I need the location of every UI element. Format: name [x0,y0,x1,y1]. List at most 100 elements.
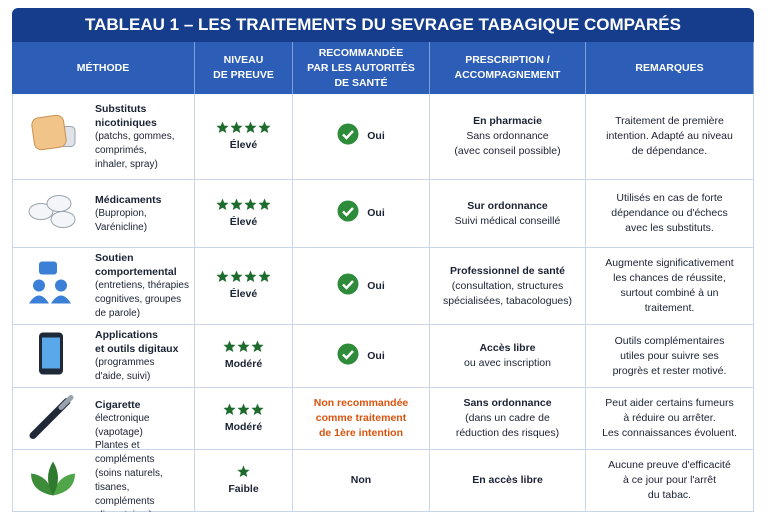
method-icon [27,455,81,506]
method-text: (Bupropion, [95,207,147,219]
star [230,198,243,210]
method-text: Soutien [95,252,134,264]
prescription-cell: En accès libre [430,450,586,512]
prescription-cell: En pharmacie Sans ordonnance (avec conseil… [430,94,586,180]
method-text: Cigarette [95,398,141,411]
star [244,270,257,282]
remarks-line: avec les substituts. [625,222,714,234]
stars [216,270,271,283]
header-cell: REMARQUES [586,42,754,94]
remarks-line: Utilisés en cas de forte [616,192,723,204]
table-title: TABLEAU 1 – LES TRAITEMENTS DU SEVRAGE T… [12,8,754,42]
method-text: (programmes [95,357,155,368]
star [237,340,250,352]
star [230,270,243,282]
recommended-cell: Oui [293,248,430,325]
prescription-cell: Accès libre ou avec inscription [430,325,586,388]
evidence-cell: Élevé [195,180,293,248]
star [258,270,271,282]
prescription-line: En pharmacie [473,115,542,127]
star [251,403,264,415]
evidence-cell: Modéré [195,325,293,388]
prescription-line: En accès libre [472,474,543,486]
header-text: RECOMMANDÉE [318,46,404,59]
prescription-line: Suivi médical conseillé [454,214,561,227]
prescription-cell: Sans ordonnance (dans un cadre de réductio… [430,388,586,450]
evidence-cell: Élevé [195,94,293,180]
stars [216,198,271,211]
prescription-line: Sans ordonnance [463,397,552,409]
recommended-cell: Oui [293,325,430,388]
evidence-level: Élevé [229,288,258,300]
recommended-line: Oui [367,130,385,142]
check-icon [337,200,359,227]
remarks-cell: Aucune preuve d'efficacité à ce jour pour… [586,450,754,512]
recommended-cell: Non [293,450,430,512]
star [237,465,250,477]
prescription-line: ou avec inscription [464,357,551,369]
star [216,270,229,282]
star [244,121,257,133]
remarks-line: du tabac. [647,489,692,501]
remarks-line: Aucune preuve d'efficacité [608,459,731,471]
star [223,403,236,415]
header-cell: RECOMMANDÉE PAR LES AUTORITÉS DE SANTÉ [293,42,430,94]
header-cell: MÉTHODE [12,42,195,94]
check-icon [337,343,359,370]
recommended-text: Non recommandée comme traitement de 1ère i… [314,396,409,441]
remarks-line: intention. Adapté au niveau [606,130,733,142]
evidence-level: Faible [228,482,259,495]
method-text: Applications [95,329,159,341]
remarks-line: progrès et rester motivé. [612,364,727,377]
remarks-cell: Peut aider certains fumeurs à réduire ou … [586,388,754,450]
remarks-line: traitement. [644,302,695,314]
recommended-text: Oui [367,129,385,144]
recommended-text: Non [351,473,371,488]
prescription-line: Sans ordonnance [466,130,549,142]
method-text: inhaler, spray) [95,158,158,170]
method-text: comportemental [95,266,177,278]
evidence-cell: Élevé [195,248,293,325]
recommended-text: Oui [367,279,385,294]
recommended-line: Oui [367,349,385,362]
method-icon [27,260,81,313]
header-text: PAR LES AUTORITÉS [307,61,415,74]
method-text: (vapotage) [95,426,143,438]
recommended-line: comme traitement [315,412,407,424]
evidence-level: Élevé [229,215,258,228]
method-text: comprimés, [95,144,147,156]
remarks-line: surtout combiné à un [620,287,719,299]
method-icon [27,393,81,444]
header-text: DE PREUVE [213,69,274,81]
star [251,340,264,352]
remarks-line: à réduire ou arrêter. [623,412,716,424]
star [223,340,236,352]
header-cell: NIVEAU DE PREUVE [195,42,293,94]
prescription-line: Sur ordonnance [467,199,548,212]
recommended-cell: Non recommandée comme traitement de 1ère i… [293,388,430,450]
prescription-line: Accès libre [479,342,536,354]
star [237,403,250,415]
recommended-cell: Oui [293,180,430,248]
star [216,121,229,133]
star [230,121,243,133]
recommended-cell: Oui [293,94,430,180]
star [244,198,257,210]
recommended-line: Non [350,474,372,486]
method-text: et outils digitaux [95,343,179,355]
remarks-line: à ce jour pour l'arrêt [622,474,717,486]
method-cell: Cigarette électronique (vapotage) [12,388,195,450]
header-text: PRESCRIPTION / [465,54,550,66]
method-text: nicotiniques [95,116,157,129]
recommended-line: de 1ère intention [318,427,403,439]
remarks-cell: Augmente significativement les chances de… [586,248,754,325]
method-text: Varénicline) [95,221,148,233]
remarks-line: de dépendance. [631,145,708,157]
prescription-cell: Professionnel de santé (consultation, str… [430,248,586,325]
method-text: alimentaires) [95,509,152,512]
method-text: (patchs, gommes, [95,130,175,142]
header-text: REMARQUES [635,61,704,74]
check-icon [337,273,359,300]
method-text: (soins naturels, tisanes, [95,467,163,493]
